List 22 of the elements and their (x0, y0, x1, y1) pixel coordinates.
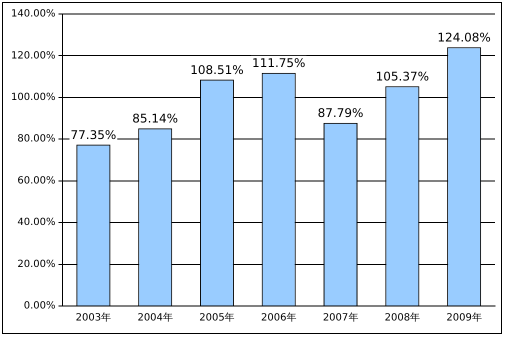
y-tick-label: 100.00% (10, 92, 56, 104)
y-tick-label: 60.00% (17, 175, 56, 186)
y-tick-label: 120.00% (10, 50, 56, 62)
y-tick-label: 0.00% (24, 300, 56, 312)
data-label: 111.75% (252, 56, 306, 70)
data-label: 124.08% (437, 30, 491, 44)
data-label: 85.14% (132, 112, 178, 126)
x-tick-label: 2004年 (137, 312, 173, 324)
x-tick-label: 2008年 (384, 312, 420, 324)
data-label: 108.51% (190, 62, 244, 77)
x-tick-label: 2003年 (76, 312, 112, 324)
y-tick-label: 40.00% (17, 217, 56, 228)
data-label: 77.35% (70, 128, 116, 142)
y-tick-label: 140.00% (10, 8, 56, 20)
x-tick-label: 2007年 (322, 312, 358, 324)
data-label: 105.37% (376, 69, 430, 84)
y-tick-label: 20.00% (17, 258, 56, 270)
data-label: 87.79% (318, 106, 364, 120)
x-tick-label: 2005年 (199, 312, 235, 324)
x-tick-label: 2006年 (261, 312, 296, 324)
x-tick-label: 2009年 (446, 312, 482, 324)
y-tick-label: 80.00% (17, 134, 56, 145)
